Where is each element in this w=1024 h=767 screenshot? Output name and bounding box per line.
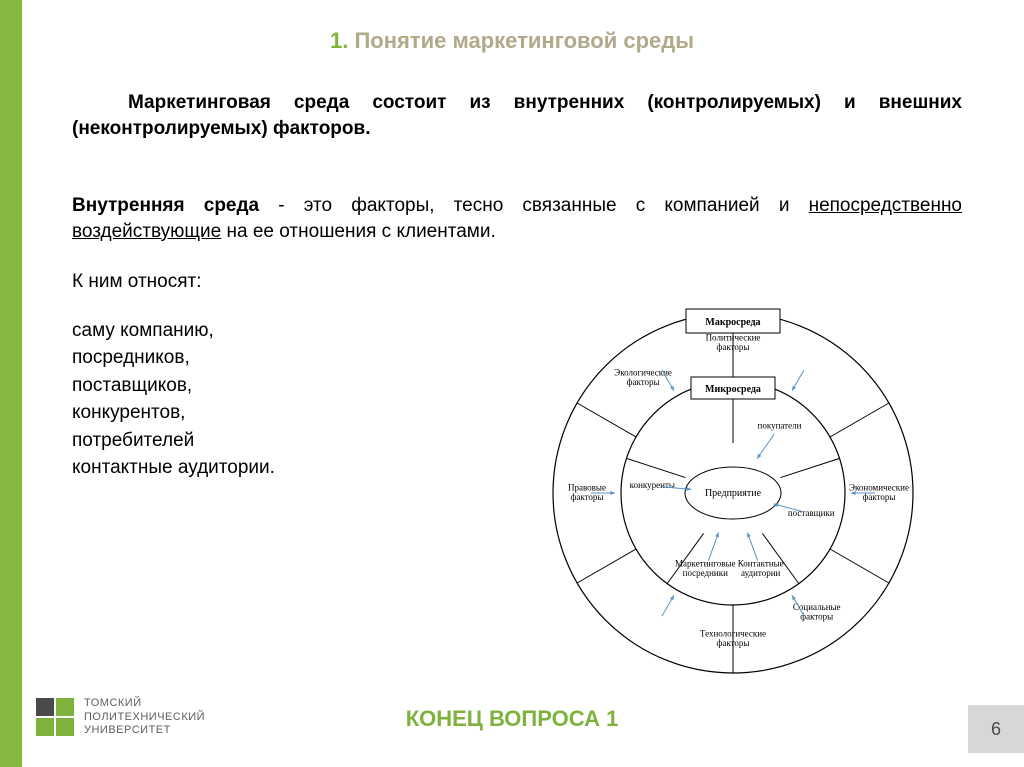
paragraph-1: Маркетинговая среда состоит из внутренни… [72, 90, 962, 141]
svg-text:конкуренты: конкуренты [630, 480, 675, 490]
page-number: 6 [968, 705, 1024, 753]
svg-text:Маркетинговыепосредники: Маркетинговыепосредники [675, 559, 735, 578]
svg-text:Экономическиефакторы: Экономическиефакторы [849, 483, 909, 502]
marketing-environment-diagram: Предприятие Экономическиефакторы Социальны… [498, 278, 968, 678]
slide: 1. Понятие маркетинговой среды Маркетинг… [0, 0, 1024, 767]
svg-text:Экологическиефакторы: Экологическиефакторы [614, 367, 672, 386]
svg-text:Макросреда: Макросреда [705, 317, 760, 328]
svg-text:Правовыефакторы: Правовыефакторы [568, 483, 606, 502]
svg-text:Социальныефакторы: Социальныефакторы [793, 602, 841, 621]
sidebar-accent [0, 0, 22, 767]
para2-mid: - это факторы, тесно связанные с компани… [259, 195, 808, 216]
svg-text:Микросреда: Микросреда [705, 384, 761, 395]
slide-title: 1. Понятие маркетинговой среды [0, 28, 1024, 54]
svg-text:Политическиефакторы: Политическиефакторы [706, 333, 761, 352]
title-number: 1. [330, 28, 348, 53]
svg-text:Технологическиефакторы: Технологическиефакторы [700, 629, 766, 648]
svg-text:Контактныеаудитории: Контактныеаудитории [738, 559, 784, 578]
svg-text:Предприятие: Предприятие [705, 488, 762, 499]
footer-text: КОНЕЦ ВОПРОСА 1 [0, 706, 1024, 732]
svg-text:покупатели: покупатели [758, 421, 802, 431]
title-text: Понятие маркетинговой среды [354, 28, 694, 53]
para2-post: на ее отношения с клиентами. [221, 221, 496, 242]
diagram-svg: Предприятие Экономическиефакторы Социальны… [498, 278, 968, 678]
paragraph-2: Внутренняя среда - это факторы, тесно св… [72, 193, 962, 244]
para2-bold: Внутренняя среда [72, 195, 259, 216]
page-number-value: 6 [991, 719, 1001, 740]
